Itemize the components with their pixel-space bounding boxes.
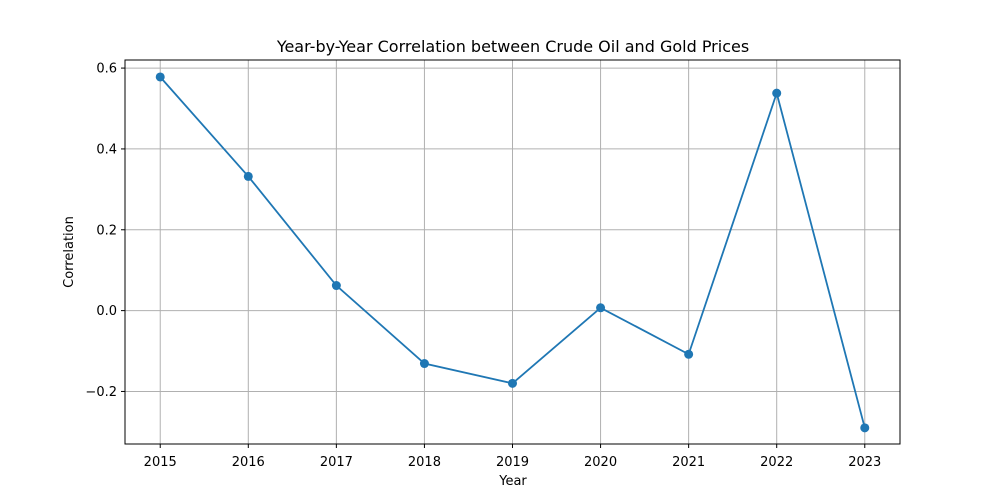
x-axis-label: Year [498,474,527,489]
x-tick-label: 2022 [760,455,793,470]
data-point-2019 [508,378,517,388]
data-point-2023 [860,423,870,433]
y-axis-label: Correlation [62,216,77,288]
y-tick-label: 0.0 [96,304,117,319]
x-tick-label: 2018 [408,455,441,470]
x-tick-label: 2021 [672,455,705,470]
data-point-2022 [772,88,782,98]
data-point-2015 [155,72,165,82]
x-tick-label: 2016 [232,455,265,470]
y-tick-label: 0.2 [96,223,117,238]
data-point-2021 [684,349,694,359]
data-point-2016 [243,171,253,181]
x-tick-label: 2017 [320,455,353,470]
y-tick-label: 0.6 [96,62,117,77]
x-tick-label: 2020 [584,455,617,470]
chart-title: Year-by-Year Correlation between Crude O… [276,37,749,56]
x-tick-label: 2019 [496,455,529,470]
data-point-2018 [419,359,429,369]
x-tick-label: 2023 [848,455,881,470]
y-tick-label: −0.2 [85,385,117,400]
grid [125,60,900,444]
data-point-2020 [596,303,606,313]
ticks: 2015 2016 2017 2018 2019 2020 2021 2022 2023 −0.2… [85,62,881,470]
data-point-2017 [331,281,341,291]
series [155,72,870,433]
x-tick-label: 2015 [144,455,177,470]
y-tick-label: 0.4 [96,142,117,157]
